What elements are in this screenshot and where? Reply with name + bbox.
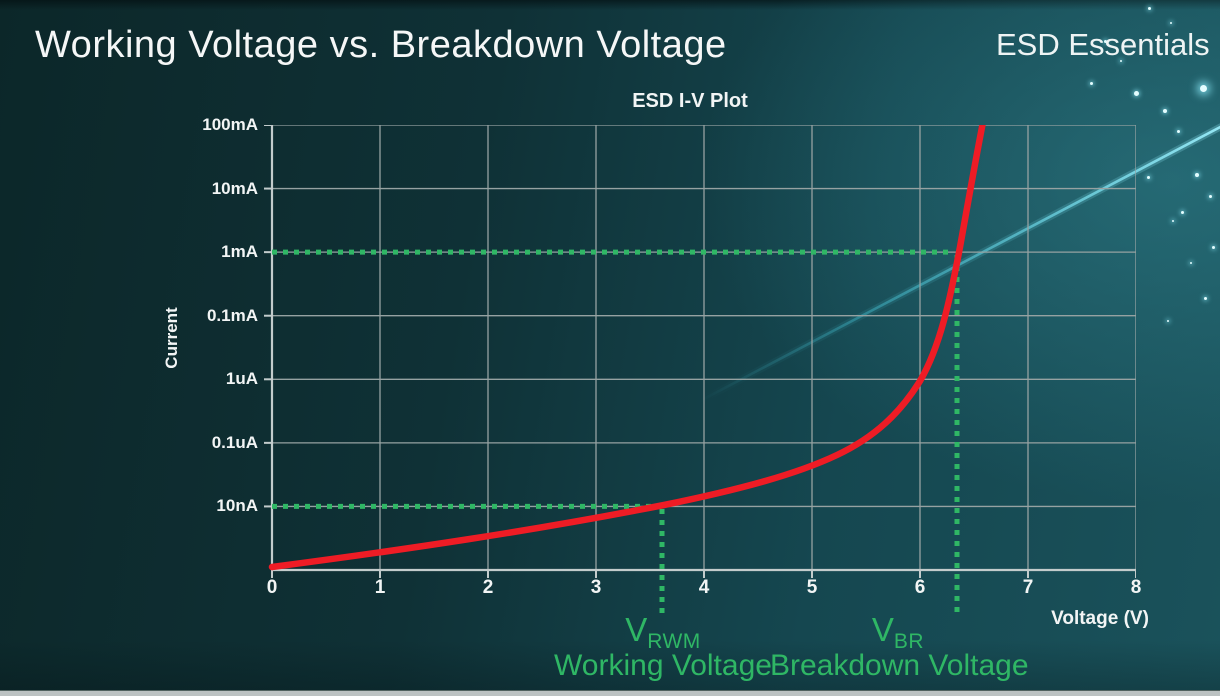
gridlines [272, 125, 1136, 570]
star-icon [1172, 220, 1174, 222]
star-icon [1181, 211, 1184, 214]
annotation-guides [272, 249, 960, 617]
x-tick-label: 8 [1130, 577, 1142, 598]
y-tick-label: 10mA [211, 178, 258, 198]
y-tick-label: 1uA [225, 369, 258, 389]
star-icon [1195, 173, 1199, 177]
x-tick-label: 5 [806, 577, 818, 598]
star-icon [1190, 262, 1192, 264]
v-symbol: V [625, 611, 648, 648]
star-icon [1090, 82, 1093, 85]
x-tick-label: 4 [698, 577, 710, 598]
y-tick-label: 0.1uA [211, 432, 258, 452]
y-tick-label: 0.1mA [206, 305, 258, 325]
working-voltage-label: Working Voltage [554, 648, 772, 682]
x-axis-label: Voltage (V) [1051, 608, 1149, 629]
breakdown-voltage-annotation: VBR Breakdown Voltage [770, 611, 1029, 682]
x-tick-label: 6 [914, 577, 926, 598]
star-icon [1200, 85, 1207, 92]
iv-curve [268, 125, 986, 571]
slide-title: Working Voltage vs. Breakdown Voltage [35, 24, 727, 66]
star-icon [1177, 130, 1180, 133]
axis-tick-marks [264, 125, 1136, 578]
brand-logo-text: ESD Essentials [996, 27, 1210, 62]
star-icon [1204, 297, 1207, 300]
star-icon [1170, 22, 1172, 24]
x-tick-label: 2 [482, 577, 494, 598]
y-tick-label: 1mA [221, 242, 258, 262]
star-icon [1120, 60, 1122, 62]
star-icon [1147, 176, 1150, 179]
star-icon [1134, 91, 1139, 96]
x-tick-label: 3 [590, 577, 602, 598]
x-tick-label: 0 [266, 577, 278, 598]
star-icon [1148, 7, 1151, 10]
iv-plot [264, 125, 1136, 617]
v-symbol: V [871, 611, 894, 648]
x-tick-label: 7 [1022, 577, 1034, 598]
breakdown-voltage-label: Breakdown Voltage [770, 648, 1029, 682]
v-subscript: RWM [647, 630, 701, 653]
v-subscript: BR [893, 630, 925, 653]
working-voltage-annotation: VRWM Working Voltage [535, 611, 791, 682]
star-icon [1167, 320, 1169, 322]
star-icon [1209, 195, 1212, 198]
star-icon [1104, 40, 1107, 43]
y-tick-label: 100mA [202, 115, 258, 134]
chart-title: ESD I-V Plot [632, 90, 748, 112]
star-icon [1163, 109, 1167, 113]
star-icon [1212, 246, 1215, 249]
y-tick-label: 10nA [216, 496, 258, 516]
bottom-edge-bar [0, 690, 1220, 696]
x-tick-label: 1 [374, 577, 386, 598]
breakdown-voltage-symbol: VBR [770, 611, 1026, 652]
working-voltage-symbol: VRWM [535, 611, 791, 652]
